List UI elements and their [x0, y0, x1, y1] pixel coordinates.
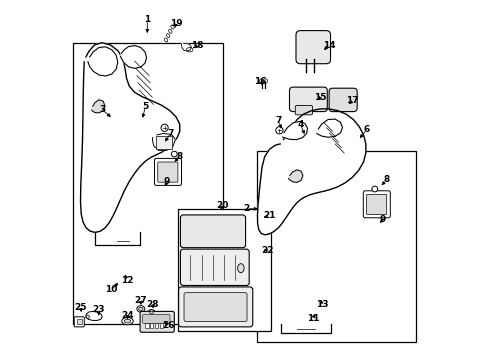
Text: 9: 9	[379, 215, 386, 224]
Circle shape	[263, 79, 267, 83]
Text: 21: 21	[263, 211, 275, 220]
Bar	[150, 323, 153, 328]
Polygon shape	[316, 119, 342, 137]
Text: 11: 11	[306, 314, 319, 323]
Ellipse shape	[139, 307, 142, 310]
FancyBboxPatch shape	[295, 105, 312, 115]
FancyBboxPatch shape	[178, 287, 252, 327]
Text: 22: 22	[261, 246, 274, 255]
Text: 15: 15	[313, 93, 325, 102]
Text: 19: 19	[169, 19, 182, 28]
Circle shape	[161, 124, 168, 131]
Text: 17: 17	[346, 96, 358, 105]
FancyBboxPatch shape	[180, 215, 245, 248]
Polygon shape	[120, 46, 146, 68]
Polygon shape	[81, 43, 180, 233]
Text: 12: 12	[121, 276, 134, 285]
Text: 1: 1	[144, 15, 150, 24]
Text: 23: 23	[92, 305, 105, 314]
Polygon shape	[88, 47, 118, 76]
Polygon shape	[181, 44, 191, 51]
Polygon shape	[152, 134, 175, 150]
FancyBboxPatch shape	[295, 31, 330, 64]
Ellipse shape	[124, 319, 130, 323]
Polygon shape	[257, 109, 365, 235]
Polygon shape	[85, 311, 102, 320]
Ellipse shape	[86, 315, 89, 319]
FancyBboxPatch shape	[366, 194, 386, 215]
Text: 7: 7	[275, 116, 281, 125]
Text: 24: 24	[121, 310, 134, 320]
Text: 25: 25	[74, 303, 87, 312]
FancyBboxPatch shape	[158, 162, 178, 182]
FancyBboxPatch shape	[363, 191, 389, 218]
Polygon shape	[282, 121, 307, 140]
Text: 26: 26	[163, 321, 175, 330]
FancyBboxPatch shape	[289, 87, 326, 112]
Polygon shape	[91, 100, 105, 113]
Text: 9: 9	[163, 177, 170, 186]
Polygon shape	[288, 170, 302, 183]
Bar	[73, 43, 223, 324]
Ellipse shape	[148, 310, 155, 315]
Text: 8: 8	[383, 175, 389, 184]
Text: 20: 20	[216, 201, 228, 210]
FancyBboxPatch shape	[180, 249, 249, 285]
Text: 28: 28	[146, 300, 159, 309]
Bar	[155, 323, 158, 328]
FancyBboxPatch shape	[154, 158, 181, 185]
Bar	[159, 323, 163, 328]
FancyBboxPatch shape	[328, 88, 356, 112]
Bar	[257, 151, 415, 342]
Ellipse shape	[122, 318, 133, 325]
Text: 3: 3	[99, 105, 105, 114]
Text: 5: 5	[142, 102, 148, 111]
Ellipse shape	[237, 264, 244, 273]
Text: 8: 8	[176, 152, 183, 161]
Bar	[156, 136, 172, 149]
Text: 16: 16	[254, 77, 266, 85]
Circle shape	[371, 186, 377, 192]
FancyBboxPatch shape	[142, 315, 170, 323]
Text: 27: 27	[134, 296, 146, 305]
Ellipse shape	[137, 306, 144, 312]
Circle shape	[259, 79, 264, 83]
Bar	[77, 319, 81, 324]
Text: 6: 6	[363, 125, 369, 134]
Circle shape	[171, 151, 177, 157]
Text: 7: 7	[167, 129, 174, 138]
Bar	[178, 209, 271, 331]
Text: 2: 2	[243, 204, 249, 213]
Text: 18: 18	[191, 40, 203, 49]
Ellipse shape	[149, 311, 153, 314]
Text: 10: 10	[105, 285, 117, 294]
Text: 13: 13	[315, 300, 327, 309]
Circle shape	[275, 127, 283, 134]
FancyBboxPatch shape	[74, 317, 84, 327]
Text: 4: 4	[297, 120, 303, 129]
FancyBboxPatch shape	[183, 293, 246, 321]
FancyBboxPatch shape	[140, 311, 174, 332]
Bar	[145, 323, 148, 328]
Text: 14: 14	[322, 40, 335, 49]
